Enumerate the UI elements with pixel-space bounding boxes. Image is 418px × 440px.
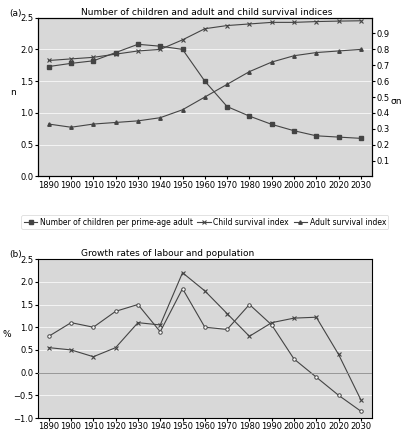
Child survival index [135, 48, 140, 54]
Legend: Number of children per prime-age adult, Child survival index, Adult survival ind: Number of children per prime-age adult, … [21, 215, 388, 229]
Labour [91, 354, 96, 359]
Adult survival index [358, 47, 363, 52]
Population [314, 374, 319, 380]
Labour [336, 352, 341, 357]
Line: Population: Population [47, 287, 362, 413]
Child survival index [113, 51, 118, 57]
Text: (b): (b) [9, 250, 22, 259]
Adult survival index [158, 115, 163, 120]
Line: Adult survival index: Adult survival index [47, 48, 362, 129]
Adult survival index [314, 50, 319, 55]
Labour [269, 320, 274, 325]
Number of children per prime-age adult [291, 128, 296, 133]
Number of children per prime-age adult [202, 78, 207, 84]
Child survival index [247, 21, 252, 26]
Population [46, 334, 51, 339]
Text: Number of children and adult and child survival indices: Number of children and adult and child s… [81, 8, 332, 17]
Y-axis label: n: n [10, 88, 16, 97]
Number of children per prime-age adult [358, 136, 363, 141]
Child survival index [336, 18, 341, 24]
Population [69, 320, 74, 325]
Number of children per prime-age adult [135, 42, 140, 47]
Adult survival index [113, 120, 118, 125]
Child survival index [314, 19, 319, 24]
Child survival index [202, 26, 207, 31]
Number of children per prime-age adult [69, 61, 74, 66]
Population [291, 356, 296, 362]
Labour [180, 270, 185, 275]
Population [224, 327, 229, 332]
Y-axis label: %: % [2, 330, 11, 338]
Line: Number of children per prime-age adult: Number of children per prime-age adult [47, 43, 362, 140]
Number of children per prime-age adult [180, 47, 185, 52]
Adult survival index [91, 121, 96, 127]
Number of children per prime-age adult [158, 44, 163, 49]
Population [180, 286, 185, 291]
Adult survival index [247, 69, 252, 74]
Number of children per prime-age adult [224, 104, 229, 109]
Number of children per prime-age adult [91, 58, 96, 63]
Adult survival index [202, 95, 207, 100]
Child survival index [291, 20, 296, 25]
Child survival index [358, 18, 363, 23]
Adult survival index [180, 107, 185, 112]
Adult survival index [135, 118, 140, 124]
Labour [358, 397, 363, 403]
Line: Labour: Labour [46, 270, 363, 402]
Text: Growth rates of labour and population: Growth rates of labour and population [81, 249, 254, 258]
Population [135, 302, 140, 307]
Population [269, 322, 274, 327]
Child survival index [180, 37, 185, 43]
Adult survival index [291, 53, 296, 59]
Adult survival index [269, 59, 274, 65]
Labour [224, 311, 229, 316]
Population [158, 329, 163, 334]
Population [202, 325, 207, 330]
Y-axis label: σn: σn [391, 97, 402, 106]
Labour [247, 334, 252, 339]
Child survival index [269, 20, 274, 25]
Child survival index [69, 56, 74, 62]
Number of children per prime-age adult [247, 114, 252, 119]
Child survival index [46, 58, 51, 63]
Adult survival index [69, 125, 74, 130]
Text: (a): (a) [9, 9, 22, 18]
Adult survival index [336, 48, 341, 54]
Number of children per prime-age adult [269, 122, 274, 127]
Child survival index [224, 23, 229, 28]
Labour [158, 322, 163, 327]
Labour [314, 315, 319, 320]
Population [113, 309, 118, 314]
Child survival index [158, 47, 163, 52]
Population [91, 325, 96, 330]
Labour [202, 288, 207, 293]
Number of children per prime-age adult [314, 133, 319, 139]
Labour [46, 345, 51, 350]
Adult survival index [46, 121, 51, 127]
Line: Child survival index: Child survival index [46, 18, 363, 63]
Labour [69, 347, 74, 352]
Labour [135, 320, 140, 325]
Child survival index [91, 55, 96, 60]
Number of children per prime-age adult [113, 50, 118, 55]
Population [358, 409, 363, 414]
Number of children per prime-age adult [46, 64, 51, 69]
Population [336, 392, 341, 398]
Number of children per prime-age adult [336, 135, 341, 140]
Labour [113, 345, 118, 350]
Adult survival index [224, 82, 229, 87]
Labour [291, 315, 296, 321]
Population [247, 302, 252, 307]
